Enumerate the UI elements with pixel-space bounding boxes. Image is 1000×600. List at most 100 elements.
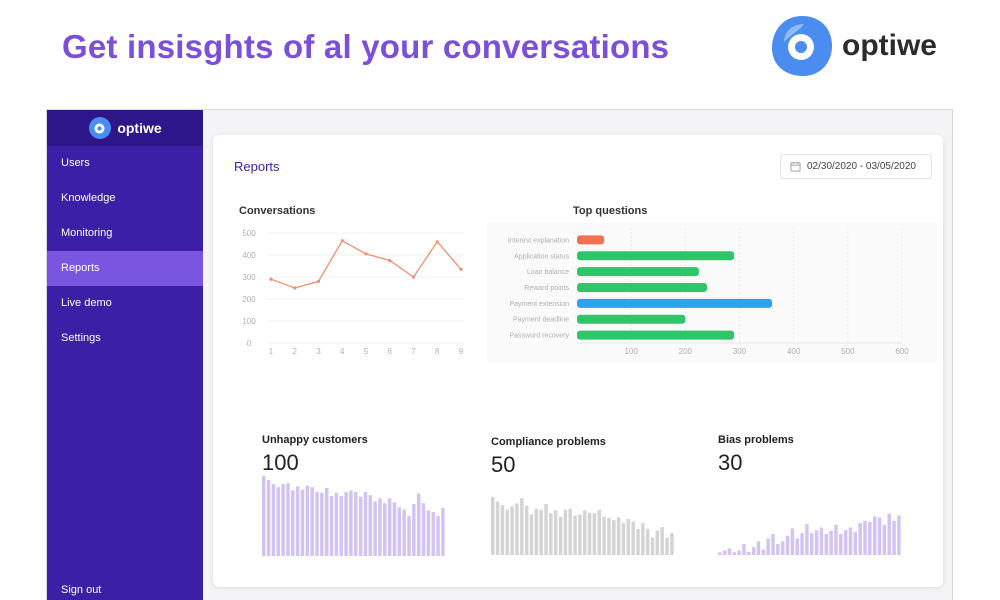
bar (354, 492, 358, 556)
bar (291, 490, 295, 556)
category-label: Application status (514, 253, 569, 260)
bar (645, 528, 650, 555)
sidebar-item-monitoring[interactable]: Monitoring (61, 227, 113, 239)
bar (829, 530, 833, 555)
bar (324, 488, 329, 556)
x-tick-label: 5 (364, 347, 369, 356)
brand: optiwe (770, 14, 937, 78)
bar (583, 510, 587, 555)
sidebar-item-settings[interactable]: Settings (61, 332, 101, 344)
category-label: Loan balance (527, 269, 569, 276)
bar (641, 523, 645, 555)
bar (742, 544, 746, 555)
bar (626, 519, 631, 555)
sidebar-logo[interactable]: optiwe (47, 110, 203, 146)
bar (441, 508, 445, 556)
bar (281, 484, 285, 556)
x-tick-label: 3 (316, 347, 321, 356)
sidebar-item-users[interactable]: Users (61, 157, 90, 169)
bar (863, 520, 867, 555)
bar (790, 528, 795, 555)
calendar-icon (790, 161, 801, 172)
x-tick-label: 300 (733, 347, 747, 356)
bar (500, 505, 505, 555)
bar (655, 530, 660, 555)
sidebar-item-knowledge[interactable]: Knowledge (61, 192, 116, 204)
bar (897, 515, 901, 555)
bar (737, 550, 741, 555)
bar (670, 532, 674, 555)
sidebar-logo-text: optiwe (117, 120, 162, 136)
x-tick-label: 7 (411, 347, 416, 356)
bar (616, 517, 621, 555)
bar (534, 508, 539, 555)
bar (853, 531, 858, 555)
date-range-picker[interactable]: 02/30/2020 - 03/05/2020 (780, 154, 932, 179)
brand-name: optiwe (842, 29, 937, 62)
bar (305, 485, 310, 556)
bar (727, 548, 732, 555)
series-line (270, 239, 462, 289)
data-point (269, 277, 273, 281)
bar (262, 476, 266, 556)
unhappy-customers-value: 100 (262, 450, 299, 475)
bar (368, 495, 373, 556)
bar (577, 251, 735, 261)
category-label: Interest explanation (508, 237, 569, 244)
bar (805, 524, 809, 555)
data-point (411, 275, 416, 279)
sidebar: optiwe Users Knowledge Monitoring Report… (47, 110, 203, 600)
bar (587, 512, 592, 555)
y-tick-label: 300 (242, 273, 256, 282)
sidebar-item-live-demo[interactable]: Live demo (61, 297, 112, 309)
plot-background (487, 223, 937, 363)
bar (392, 502, 397, 556)
x-tick-label: 1 (269, 347, 274, 356)
bar (892, 520, 896, 555)
bar (387, 498, 392, 556)
bar (344, 492, 348, 556)
y-tick-label: 500 (242, 229, 256, 238)
bar (800, 533, 804, 555)
x-tick-label: 4 (340, 347, 345, 356)
sidebar-item-reports[interactable]: Reports (47, 251, 203, 286)
compliance-problems-bar-chart (491, 497, 674, 555)
bar (839, 534, 843, 555)
bar (426, 510, 431, 556)
unhappy-customers-title: Unhappy customers (262, 434, 368, 446)
bar (407, 516, 411, 556)
bar (660, 527, 664, 555)
bar (539, 509, 543, 555)
bar (334, 492, 339, 556)
bar (544, 503, 548, 555)
bar (373, 501, 377, 556)
data-point (316, 279, 321, 283)
bar (814, 530, 819, 555)
category-label: Payment deadline (513, 317, 569, 324)
bar (520, 498, 524, 555)
bar (751, 547, 756, 555)
bar (431, 512, 435, 556)
x-tick-label: 200 (679, 347, 693, 356)
bar (436, 516, 440, 556)
bar (607, 517, 611, 555)
bar (378, 498, 382, 556)
bar (416, 493, 421, 556)
x-tick-label: 2 (293, 347, 298, 356)
bias-problems-bar-chart (718, 513, 901, 555)
bar (631, 521, 635, 555)
compliance-problems-value: 50 (491, 452, 516, 477)
bar (412, 504, 416, 556)
bar (315, 492, 319, 556)
bar (505, 509, 510, 555)
bar (568, 508, 572, 555)
bar (877, 517, 882, 555)
bar (421, 503, 426, 556)
sign-out-link[interactable]: Sign out (61, 584, 102, 596)
bar (495, 501, 500, 555)
unhappy-customers-bar-chart (262, 476, 445, 556)
bar (276, 487, 281, 556)
data-point (364, 252, 368, 256)
bar (636, 528, 640, 555)
bar (650, 537, 655, 555)
